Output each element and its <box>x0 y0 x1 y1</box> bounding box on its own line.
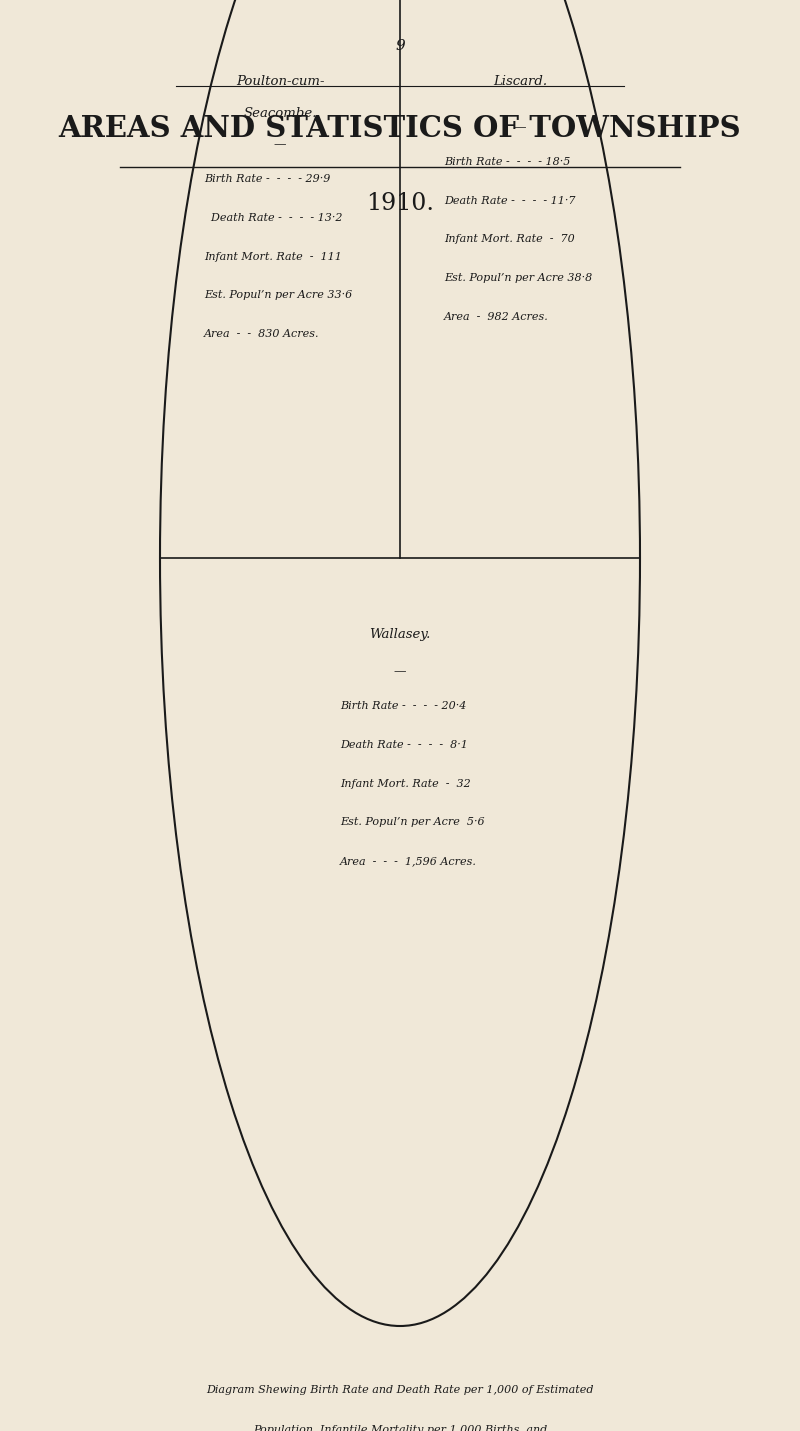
Text: Wallasey.: Wallasey. <box>370 628 430 641</box>
Text: 1910.: 1910. <box>366 192 434 215</box>
Text: Area  -  -  830 Acres.: Area - - 830 Acres. <box>204 329 319 339</box>
Text: —: — <box>514 122 526 135</box>
Text: Area  -  -  -  1,596 Acres.: Area - - - 1,596 Acres. <box>340 856 477 866</box>
Text: Est. Popul’n per Acre  5·6: Est. Popul’n per Acre 5·6 <box>340 817 485 827</box>
Text: Death Rate -  -  -  - 13·2: Death Rate - - - - 13·2 <box>204 213 342 223</box>
Text: Diagram Shewing Birth Rate and Death Rate per 1,000 of Estimated: Diagram Shewing Birth Rate and Death Rat… <box>206 1385 594 1395</box>
Text: Birth Rate -  -  -  - 29·9: Birth Rate - - - - 29·9 <box>204 175 330 185</box>
Text: Birth Rate -  -  -  - 20·4: Birth Rate - - - - 20·4 <box>340 701 466 711</box>
Text: Liscard.: Liscard. <box>493 76 547 89</box>
Text: Seacombe.: Seacombe. <box>243 107 317 120</box>
Text: AREAS AND STATISTICS OF TOWNSHIPS: AREAS AND STATISTICS OF TOWNSHIPS <box>58 114 742 143</box>
Text: Infant Mort. Rate  -  111: Infant Mort. Rate - 111 <box>204 252 342 262</box>
Text: Birth Rate -  -  -  - 18·5: Birth Rate - - - - 18·5 <box>444 157 570 167</box>
Text: Est. Popul’n per Acre 33·6: Est. Popul’n per Acre 33·6 <box>204 290 352 301</box>
Text: 9: 9 <box>395 39 405 53</box>
Text: —: — <box>274 139 286 152</box>
Text: Poulton-cum-: Poulton-cum- <box>236 76 324 89</box>
Text: Area  -  982 Acres.: Area - 982 Acres. <box>444 312 549 322</box>
Text: Population, Infantile Mortality per 1,000 Births, and: Population, Infantile Mortality per 1,00… <box>253 1425 547 1431</box>
Text: Infant Mort. Rate  -  70: Infant Mort. Rate - 70 <box>444 235 574 245</box>
Text: Death Rate -  -  -  - 11·7: Death Rate - - - - 11·7 <box>444 196 575 206</box>
Text: —: — <box>394 665 406 678</box>
Text: Est. Popul’n per Acre 38·8: Est. Popul’n per Acre 38·8 <box>444 273 592 283</box>
Text: Death Rate -  -  -  -  8·1: Death Rate - - - - 8·1 <box>340 740 468 750</box>
Text: Infant Mort. Rate  -  32: Infant Mort. Rate - 32 <box>340 778 470 788</box>
